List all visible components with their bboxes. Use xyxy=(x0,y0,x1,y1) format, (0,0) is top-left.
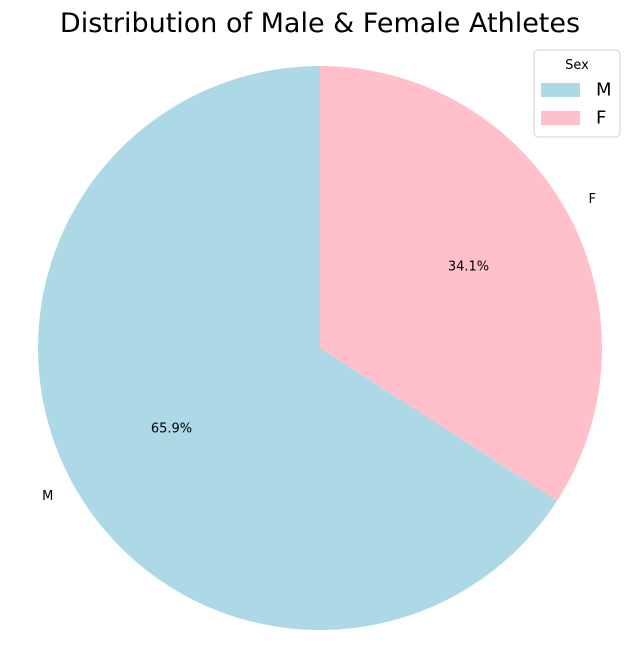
slice-label-f: F xyxy=(589,192,596,207)
chart-title: Distribution of Male & Female Athletes xyxy=(60,8,580,39)
legend-swatch-m xyxy=(541,83,580,97)
legend-title: Sex xyxy=(565,58,589,73)
pie-slice-f xyxy=(320,66,602,501)
legend-label-f: F xyxy=(596,108,606,129)
legend-label-m: M xyxy=(596,80,612,101)
pct-label-f: 34.1% xyxy=(448,259,489,274)
legend: Sex MF xyxy=(533,49,621,138)
legend-entries: MF xyxy=(541,80,612,129)
pie-labels: 65.9% M 34.1% F xyxy=(42,192,596,504)
legend-swatch-f xyxy=(541,111,580,125)
pie-slices xyxy=(37,66,602,631)
pct-label-m: 65.9% xyxy=(151,422,192,437)
slice-label-m: M xyxy=(42,489,53,504)
pie-slice-m xyxy=(37,66,558,631)
